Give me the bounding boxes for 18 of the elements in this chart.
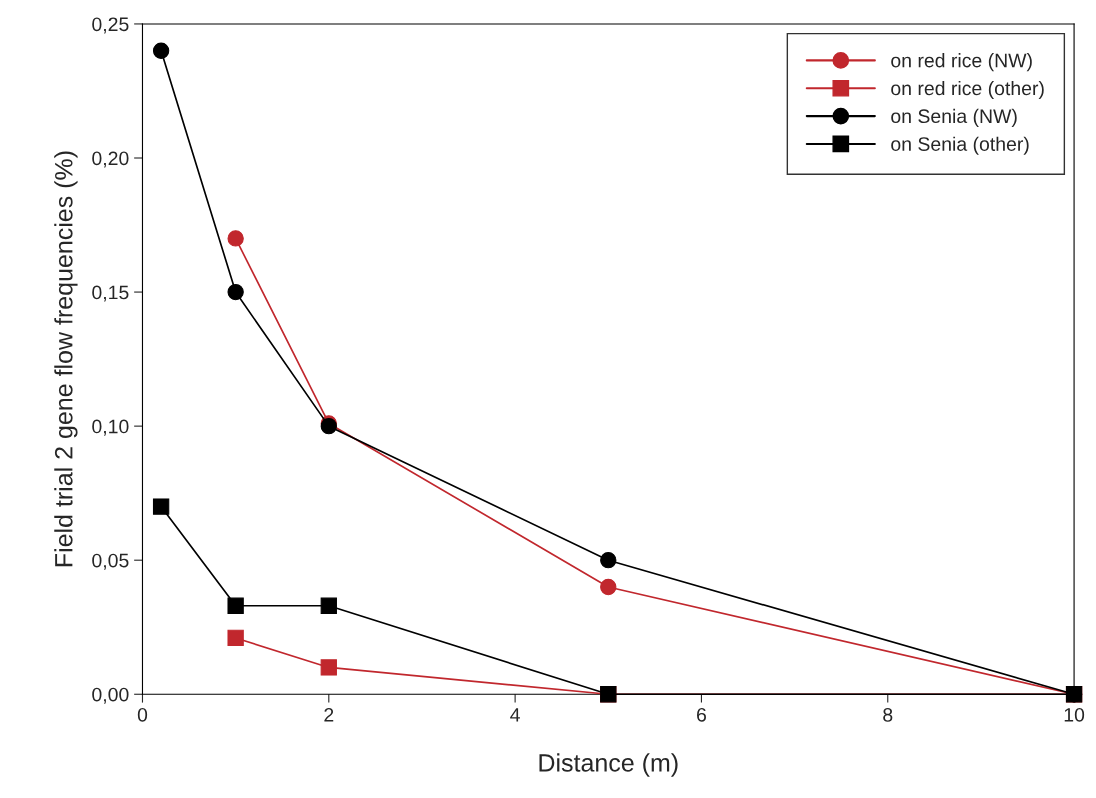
legend-label: on Senia (NW) [891, 108, 1017, 127]
y-tick-label: 0,05 [92, 553, 129, 570]
y-tick-label: 0,25 [92, 17, 129, 34]
x-axis-title: Distance (m) [539, 753, 678, 777]
y-tick-label: 0,20 [92, 151, 129, 168]
legend-label: on Senia (other) [891, 136, 1029, 155]
y-tick-label: 0,15 [92, 285, 129, 302]
y-tick-label: 0,00 [92, 687, 129, 704]
legend-label: on red rice (other) [891, 80, 1044, 100]
x-tick-label: 0 [137, 707, 148, 722]
x-tick-label: 4 [510, 708, 520, 722]
x-tick-label: 8 [883, 707, 893, 722]
x-tick-label: 10 [1064, 707, 1085, 722]
y-axis-title: Field trial 2 gene flow frequencies (%) [54, 151, 78, 567]
y-tick-label: 0,10 [92, 419, 129, 436]
x-tick-label: 6 [697, 707, 706, 722]
legend-label: on red rice (NW) [891, 53, 1032, 72]
x-tick-label: 2 [324, 707, 334, 722]
